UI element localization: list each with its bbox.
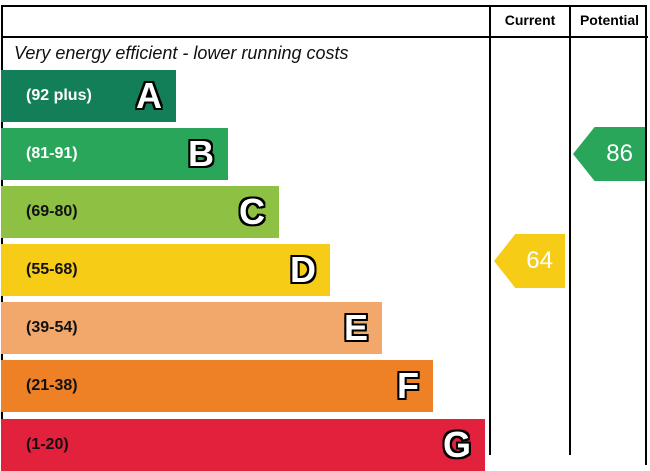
header-divider bbox=[1, 36, 648, 38]
band-range-label: (92 plus) bbox=[26, 87, 92, 104]
band-bar-b: (81-91) B bbox=[1, 128, 228, 180]
band-range-label: (1-20) bbox=[26, 436, 69, 453]
band-bar-d: (55-68) D bbox=[1, 244, 330, 296]
band-range-label: (69-80) bbox=[26, 203, 78, 220]
band-range-label: (39-54) bbox=[26, 319, 78, 336]
current-column-header: Current bbox=[504, 12, 556, 28]
chart-subtitle: Very energy efficient - lower running co… bbox=[14, 43, 349, 63]
band-bar-e: (39-54) E bbox=[1, 302, 382, 354]
band-letter: A bbox=[136, 75, 162, 116]
potential-column-divider bbox=[569, 5, 571, 455]
band-letter: C bbox=[239, 191, 265, 232]
band-range-label: (55-68) bbox=[26, 261, 78, 278]
band-bar-f: (21-38) F bbox=[1, 360, 433, 412]
band-letter: F bbox=[397, 365, 419, 406]
band-letter: B bbox=[188, 133, 214, 174]
current-column-divider bbox=[489, 5, 491, 455]
band-range-label: (21-38) bbox=[26, 377, 78, 394]
band-letter: D bbox=[290, 249, 316, 290]
band-range-label: (81-91) bbox=[26, 145, 78, 162]
band-bar-g: (1-20) G bbox=[1, 419, 485, 471]
potential-column-header: Potential bbox=[579, 12, 640, 28]
band-letter: E bbox=[343, 307, 368, 348]
band-bar-a: (92 plus) A bbox=[1, 70, 176, 122]
band-bar-c: (69-80) C bbox=[1, 186, 279, 238]
band-letter: G bbox=[442, 424, 471, 465]
